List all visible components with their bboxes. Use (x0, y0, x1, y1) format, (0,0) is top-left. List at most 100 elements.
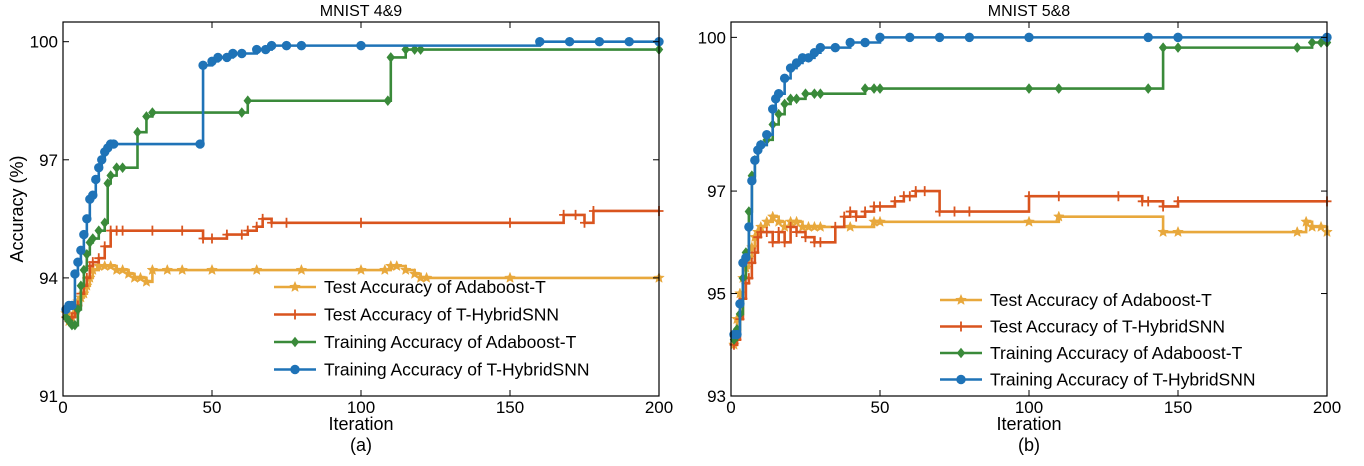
data-point (1172, 225, 1184, 238)
x-tick-label: 50 (203, 398, 222, 417)
data-point (88, 257, 98, 268)
data-point (801, 232, 810, 243)
data-point (237, 48, 247, 59)
data-point (228, 48, 238, 59)
data-point (383, 95, 393, 107)
data-point (67, 300, 77, 311)
legend-marker (289, 280, 301, 292)
data-point (786, 221, 796, 232)
data-point (88, 190, 98, 200)
data-point (401, 44, 410, 55)
data-point (250, 263, 263, 276)
data-point (79, 264, 89, 276)
data-point (762, 227, 772, 238)
data-point (814, 220, 827, 232)
data-point (844, 220, 857, 232)
data-point (88, 233, 98, 244)
data-point (774, 108, 783, 120)
data-point (935, 206, 945, 217)
data-point (104, 259, 117, 272)
x-axis-label: Iteration (328, 414, 393, 434)
x-tick-label: 100 (347, 398, 375, 417)
data-point (147, 225, 157, 236)
data-point (535, 36, 545, 47)
data-point (103, 178, 112, 189)
x-tick-label: 150 (496, 398, 524, 417)
y-tick-label: 94 (39, 269, 58, 288)
data-point (750, 247, 760, 258)
data-point (1024, 191, 1034, 202)
data-point (296, 40, 307, 51)
data-point (1316, 37, 1326, 48)
data-point (416, 44, 425, 55)
data-point (809, 48, 820, 58)
legend-entry: Test Accuracy of T-HybridSNN (940, 317, 1225, 337)
data-point (747, 257, 757, 268)
data-point (195, 139, 205, 149)
data-point (774, 227, 784, 238)
data-point (890, 196, 900, 207)
data-point (780, 237, 790, 248)
data-point (762, 130, 772, 140)
data-point (744, 222, 754, 232)
data-point (580, 217, 589, 228)
data-point (1113, 191, 1123, 202)
data-point (851, 211, 861, 222)
data-point (624, 36, 634, 47)
data-point (934, 32, 945, 43)
data-point (594, 36, 605, 47)
data-point (1157, 225, 1169, 238)
data-point (140, 275, 153, 287)
data-point (815, 237, 825, 248)
legend-entry: Training Accuracy of Adaboost-T (940, 343, 1243, 363)
data-point (505, 217, 515, 228)
data-point (732, 329, 742, 340)
x-tick-label: 100 (1015, 398, 1043, 417)
data-point (1292, 42, 1302, 53)
legend-entry: Test Accuracy of Adaboost-T (940, 290, 1212, 310)
data-point (911, 186, 921, 197)
data-point (118, 162, 127, 173)
data-point (803, 53, 814, 63)
data-point (772, 215, 785, 227)
chart-panel-2: MNIST 5&80 50 100 150 200939597100Iteration(… (698, 3, 1342, 455)
chart-title: MNIST 5&8 (988, 3, 1071, 20)
data-point (779, 73, 790, 84)
data-point (786, 93, 795, 105)
data-point (82, 214, 92, 224)
legend-label: Training Accuracy of Adaboost-T (990, 343, 1243, 363)
data-point (408, 267, 421, 279)
legend-label: Test Accuracy of Adaboost-T (324, 277, 546, 297)
data-point (559, 209, 569, 220)
data-point (161, 263, 174, 276)
data-point (735, 299, 745, 309)
data-point (1054, 191, 1064, 202)
data-point (266, 40, 277, 51)
legend-entry: Test Accuracy of T-HybridSNN (274, 305, 559, 325)
legend-marker (956, 374, 966, 385)
y-tick-label: 95 (707, 285, 726, 304)
data-point (810, 88, 819, 100)
data-point (252, 221, 262, 232)
data-point (116, 263, 129, 276)
data-point (1315, 220, 1327, 232)
data-point (920, 186, 930, 197)
data-point (1143, 32, 1153, 43)
legend-label: Training Accuracy of T-HybridSNN (324, 360, 590, 380)
data-point (874, 215, 886, 227)
data-point (134, 271, 147, 283)
data-point (97, 155, 107, 165)
legend-label: Test Accuracy of T-HybridSNN (324, 305, 559, 325)
data-point (148, 107, 157, 118)
data-point (1173, 196, 1183, 207)
data-point (295, 263, 308, 276)
series-test-accuracy-of-t-hybridsnn (729, 186, 1332, 350)
data-point (564, 36, 575, 47)
legend-entry: Training Accuracy of T-HybridSNN (274, 360, 590, 380)
data-point (964, 206, 974, 217)
data-point (875, 32, 885, 43)
data-point (176, 263, 189, 276)
data-point (79, 229, 89, 240)
data-point (386, 52, 396, 63)
